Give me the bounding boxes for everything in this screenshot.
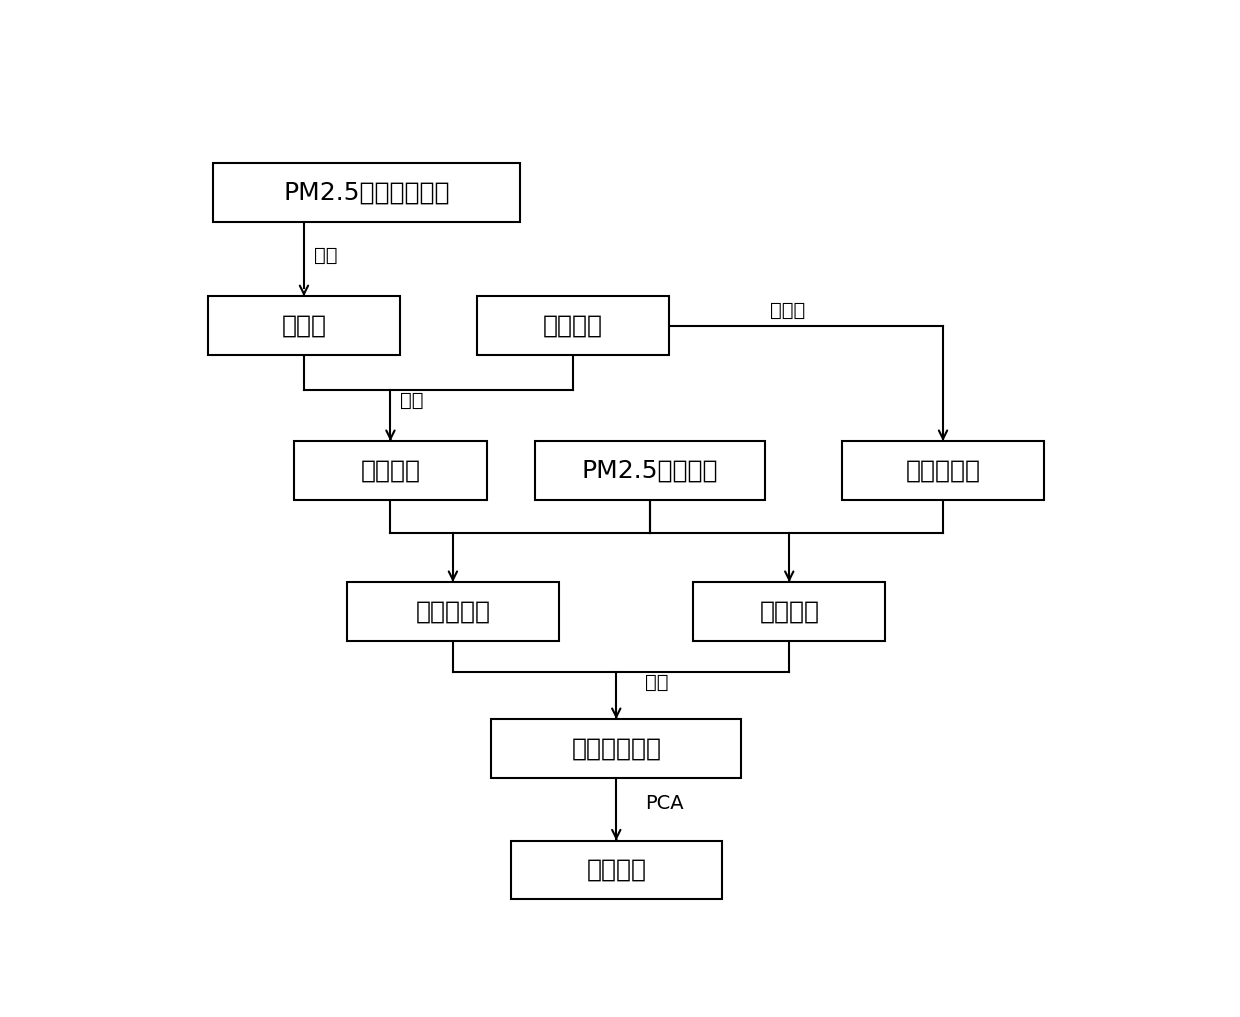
Text: PM2.5观测数据: PM2.5观测数据	[582, 459, 718, 482]
Text: 地理探测: 地理探测	[759, 599, 820, 623]
Bar	[491, 719, 742, 778]
Bar	[511, 840, 722, 899]
Bar	[208, 296, 401, 355]
Text: 影响因子: 影响因子	[361, 459, 420, 482]
Text: 关键影响因子: 关键影响因子	[572, 736, 661, 761]
Text: 影响因素: 影响因素	[543, 313, 603, 338]
Text: 相关性分析: 相关性分析	[415, 599, 490, 623]
Bar	[294, 441, 486, 500]
Text: 筛选: 筛选	[645, 672, 668, 692]
Bar	[213, 163, 521, 222]
Text: 离散化数据: 离散化数据	[905, 459, 981, 482]
Bar	[842, 441, 1044, 500]
Text: 建立: 建立	[314, 246, 337, 264]
Bar	[477, 296, 670, 355]
Bar	[347, 582, 559, 641]
Bar	[534, 441, 765, 500]
Bar	[693, 582, 885, 641]
Text: 解释变量: 解释变量	[587, 858, 646, 882]
Text: 提取: 提取	[401, 391, 424, 410]
Text: 缓冲区: 缓冲区	[281, 313, 326, 338]
Text: 预处理: 预处理	[770, 300, 805, 319]
Text: PM2.5监测站点数据: PM2.5监测站点数据	[283, 181, 450, 204]
Text: PCA: PCA	[645, 794, 683, 813]
